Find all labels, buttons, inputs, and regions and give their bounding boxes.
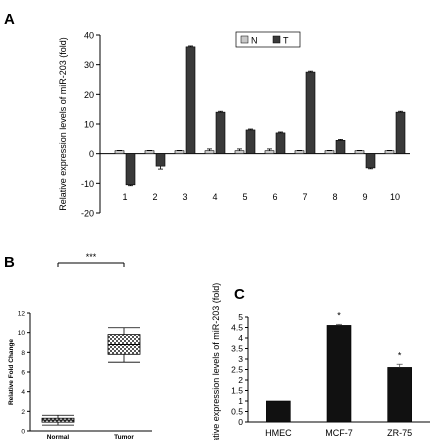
y-tick-label-c: 0 bbox=[238, 417, 243, 427]
bar-n-6 bbox=[264, 150, 275, 154]
panel-label-c: C bbox=[234, 286, 245, 303]
x-tick-label-a: 1 bbox=[122, 192, 127, 202]
y-tick-label-b: 4 bbox=[21, 389, 25, 396]
y-tick-label-a: 40 bbox=[84, 31, 94, 41]
y-tick-label-c: 0.5 bbox=[231, 407, 243, 417]
bar-hmec bbox=[266, 400, 291, 423]
y-tick-label-b: 10 bbox=[18, 330, 26, 337]
y-tick-label-c: 1.5 bbox=[231, 386, 243, 396]
y-tick-label-c: 3.5 bbox=[231, 344, 243, 354]
y-tick-label-a: -20 bbox=[81, 209, 94, 219]
legend-label-n: N bbox=[251, 36, 258, 46]
x-tick-label-a: 5 bbox=[242, 192, 247, 202]
y-tick-label-a: 10 bbox=[84, 120, 94, 130]
bar-t-8 bbox=[335, 140, 346, 154]
y-tick-label-c: 1 bbox=[238, 396, 243, 406]
y-tick-label-b: 8 bbox=[21, 350, 25, 357]
x-tick-label-a: 3 bbox=[182, 192, 187, 202]
y-tick-label-a: -10 bbox=[81, 179, 94, 189]
y-tick-label-a: 30 bbox=[84, 60, 94, 70]
x-tick-label-c: MCF-7 bbox=[325, 428, 353, 438]
significance-label: *** bbox=[86, 252, 97, 262]
bar-t-2 bbox=[155, 153, 166, 167]
bar-t-6 bbox=[275, 132, 286, 154]
bar-n-5 bbox=[234, 150, 245, 154]
y-tick-label-c: 2.5 bbox=[231, 365, 243, 375]
bar-n-3 bbox=[174, 150, 185, 154]
x-tick-label-a: 10 bbox=[390, 192, 400, 202]
bar-t-9 bbox=[365, 153, 376, 169]
y-tick-label-c: 3 bbox=[238, 354, 243, 364]
bar-zr-75 bbox=[387, 367, 412, 423]
bar-n-9 bbox=[354, 150, 365, 154]
y-tick-label-a: 0 bbox=[89, 149, 94, 159]
bar-t-10 bbox=[395, 111, 406, 154]
x-tick-label-c: HMEC bbox=[265, 428, 292, 438]
bar-n-10 bbox=[384, 150, 395, 154]
bar-n-2 bbox=[144, 150, 155, 154]
x-tick-label-a: 7 bbox=[302, 192, 307, 202]
bar-t-7 bbox=[305, 71, 316, 154]
panel-label-b: B bbox=[4, 254, 15, 271]
y-axis-label-c: Relative expression levels of miR-203 (f… bbox=[211, 283, 221, 440]
x-tick-label-b: Normal bbox=[47, 434, 70, 440]
x-tick-label-a: 4 bbox=[212, 192, 217, 202]
bar-n-7 bbox=[294, 150, 305, 154]
y-tick-label-a: 20 bbox=[84, 90, 94, 100]
y-tick-label-c: 2 bbox=[238, 375, 243, 385]
significance-marker-c: * bbox=[337, 310, 341, 320]
panel-label-a: A bbox=[4, 11, 15, 28]
x-tick-label-a: 8 bbox=[332, 192, 337, 202]
legend-label-t: T bbox=[283, 36, 289, 46]
legend-box-a bbox=[235, 31, 301, 48]
significance-marker-c: * bbox=[398, 350, 402, 360]
y-tick-label-c: 5 bbox=[238, 312, 243, 322]
y-axis-label-b: Relative Fold Change bbox=[8, 339, 15, 405]
legend-swatch-t bbox=[272, 35, 281, 44]
y-tick-label-b: 2 bbox=[21, 409, 25, 416]
x-tick-label-a: 9 bbox=[362, 192, 367, 202]
y-tick-label-b: 0 bbox=[21, 429, 25, 436]
y-tick-label-b: 6 bbox=[21, 370, 25, 377]
bar-t-4 bbox=[215, 111, 226, 154]
bar-n-4 bbox=[204, 150, 215, 154]
bar-mcf-7 bbox=[326, 325, 352, 423]
bar-t-5 bbox=[245, 129, 256, 154]
x-tick-label-b: Tumor bbox=[114, 434, 134, 440]
x-tick-label-c: ZR-75 bbox=[387, 428, 412, 438]
bar-t-3 bbox=[185, 46, 196, 154]
bar-t-1 bbox=[125, 153, 136, 186]
y-axis-label-a: Relative expression levels of miR-203 (f… bbox=[58, 37, 68, 211]
y-tick-label-c: 4.5 bbox=[231, 323, 243, 333]
bar-n-8 bbox=[324, 150, 335, 154]
y-tick-label-b: 12 bbox=[18, 311, 26, 318]
y-tick-label-c: 4 bbox=[238, 333, 243, 343]
x-tick-label-a: 6 bbox=[272, 192, 277, 202]
x-tick-label-a: 2 bbox=[152, 192, 157, 202]
bar-n-1 bbox=[114, 150, 125, 154]
legend-swatch-n bbox=[240, 35, 249, 44]
